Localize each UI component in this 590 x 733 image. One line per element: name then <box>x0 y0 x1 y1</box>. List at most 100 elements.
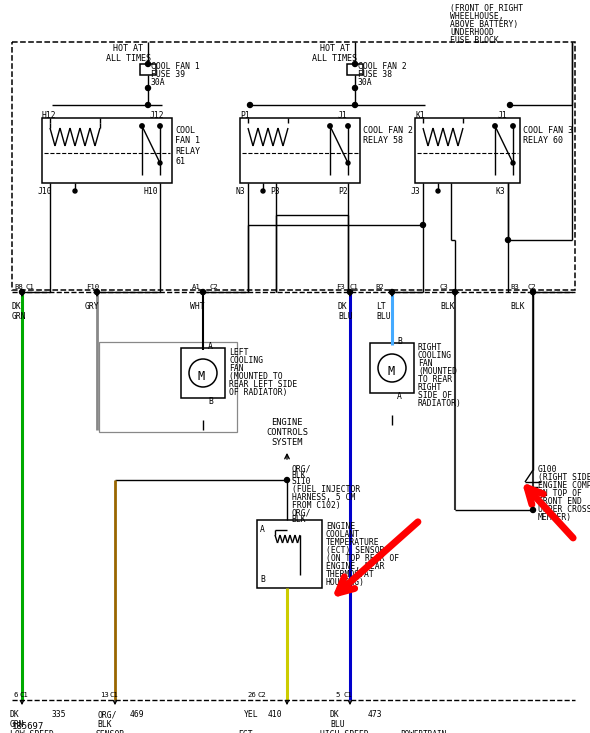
Text: LEFT: LEFT <box>229 348 248 357</box>
Text: DK
GRN: DK GRN <box>10 710 25 729</box>
Text: P2: P2 <box>338 187 348 196</box>
Text: A: A <box>208 342 213 351</box>
Text: ORG/: ORG/ <box>291 464 310 473</box>
Text: FAN: FAN <box>229 364 244 373</box>
Circle shape <box>530 290 536 295</box>
Circle shape <box>506 237 510 243</box>
Circle shape <box>511 124 515 128</box>
Circle shape <box>352 103 358 108</box>
Text: 6: 6 <box>13 692 17 698</box>
Circle shape <box>19 290 25 295</box>
Text: REAR LEFT SIDE: REAR LEFT SIDE <box>229 380 297 389</box>
Text: A: A <box>397 392 402 401</box>
Text: K1: K1 <box>415 111 425 120</box>
Text: M: M <box>387 365 394 378</box>
Text: B: B <box>260 575 265 584</box>
Text: FUSE 38: FUSE 38 <box>358 70 392 79</box>
Text: (MOUNTED TO: (MOUNTED TO <box>229 372 283 381</box>
Circle shape <box>346 161 350 165</box>
Text: P3: P3 <box>270 187 280 196</box>
Text: FROM C102): FROM C102) <box>292 501 341 510</box>
Text: COOL
FAN 1
RELAY
61: COOL FAN 1 RELAY 61 <box>175 126 200 166</box>
Text: 30A: 30A <box>358 78 373 87</box>
Bar <box>370 343 414 393</box>
Text: 5: 5 <box>335 692 339 698</box>
Text: YEL: YEL <box>244 710 258 719</box>
Text: H10: H10 <box>144 187 159 196</box>
Text: F3: F3 <box>336 284 345 290</box>
Circle shape <box>453 290 457 295</box>
Text: B: B <box>208 397 213 406</box>
Text: RIGHT: RIGHT <box>418 343 442 352</box>
Text: ENGINE, NEAR: ENGINE, NEAR <box>326 562 385 571</box>
Circle shape <box>511 161 515 165</box>
Text: COOLANT: COOLANT <box>326 530 360 539</box>
Text: 13: 13 <box>100 692 109 698</box>
Text: F10: F10 <box>86 284 99 290</box>
Text: C2: C2 <box>210 284 219 290</box>
Circle shape <box>146 86 150 90</box>
Circle shape <box>348 290 352 295</box>
Text: C1: C1 <box>20 692 29 698</box>
Text: OF RADIATOR): OF RADIATOR) <box>229 388 287 397</box>
Circle shape <box>94 290 100 295</box>
Text: J10: J10 <box>38 187 53 196</box>
Text: C1: C1 <box>350 284 359 290</box>
Text: HOT AT
ALL TIMES: HOT AT ALL TIMES <box>106 44 150 63</box>
Text: FUSE 39: FUSE 39 <box>151 70 185 79</box>
Circle shape <box>146 103 150 108</box>
Text: 473: 473 <box>368 710 383 719</box>
Text: SIDE OF: SIDE OF <box>418 391 452 400</box>
Text: RADIATOR): RADIATOR) <box>418 399 462 408</box>
Bar <box>347 64 363 75</box>
Text: C1: C1 <box>110 692 119 698</box>
Text: POWERTRAIN
CONTROL
MODULE (PCM)
(AT LEFT SIDE OF ENGINE
COMPARTMENT, IN AIR
CLEA: POWERTRAIN CONTROL MODULE (PCM) (AT LEFT… <box>400 730 506 733</box>
Text: HOUSING): HOUSING) <box>326 578 365 587</box>
Text: SENSOR
GROUND: SENSOR GROUND <box>95 730 124 733</box>
Text: CONTROLS: CONTROLS <box>266 428 308 437</box>
Text: 469: 469 <box>130 710 145 719</box>
Circle shape <box>493 124 497 128</box>
Circle shape <box>436 189 440 193</box>
Text: WHEELHOUSE,: WHEELHOUSE, <box>450 12 504 21</box>
Text: B: B <box>397 337 402 346</box>
Text: ON TOP OF: ON TOP OF <box>538 489 582 498</box>
Text: C2: C2 <box>528 284 537 290</box>
Text: GRY: GRY <box>85 302 100 311</box>
Text: COOLING: COOLING <box>229 356 263 365</box>
Text: TEMPERATURE: TEMPERATURE <box>326 538 379 547</box>
Text: BLK: BLK <box>291 515 306 524</box>
Circle shape <box>421 223 425 227</box>
Text: B3: B3 <box>510 284 519 290</box>
Circle shape <box>158 161 162 165</box>
Bar <box>12 42 575 290</box>
Text: FAN: FAN <box>418 359 432 368</box>
Circle shape <box>389 290 395 295</box>
Bar <box>257 520 322 588</box>
Text: 185697: 185697 <box>12 722 44 731</box>
Text: ECT
SENSOR: ECT SENSOR <box>238 730 267 733</box>
Text: A1: A1 <box>192 284 201 290</box>
Text: THERMOSTAT: THERMOSTAT <box>326 570 375 579</box>
Text: HIGH SPEED
FAN
CONTROL: HIGH SPEED FAN CONTROL <box>320 730 369 733</box>
Circle shape <box>328 124 332 128</box>
Text: G100: G100 <box>538 465 558 474</box>
Bar <box>42 118 172 183</box>
Text: J1: J1 <box>338 111 348 120</box>
Bar <box>415 118 520 183</box>
Text: M: M <box>198 370 205 383</box>
Text: 410: 410 <box>268 710 283 719</box>
Text: (ECT) SENSOR: (ECT) SENSOR <box>326 546 385 555</box>
Circle shape <box>507 103 513 108</box>
Circle shape <box>352 86 358 90</box>
Text: COOL FAN 2: COOL FAN 2 <box>358 62 407 71</box>
Text: ORG/
BLK: ORG/ BLK <box>97 710 116 729</box>
Text: BLK: BLK <box>291 471 306 480</box>
Text: DK
BLU: DK BLU <box>338 302 353 321</box>
Text: BLK: BLK <box>510 302 525 311</box>
Text: LOW SPEED
FAN
CONTROL: LOW SPEED FAN CONTROL <box>10 730 54 733</box>
Text: J3: J3 <box>411 187 421 196</box>
Text: 30A: 30A <box>151 78 166 87</box>
Text: C1: C1 <box>344 692 353 698</box>
Text: (FUEL INJECTOR: (FUEL INJECTOR <box>292 485 360 494</box>
